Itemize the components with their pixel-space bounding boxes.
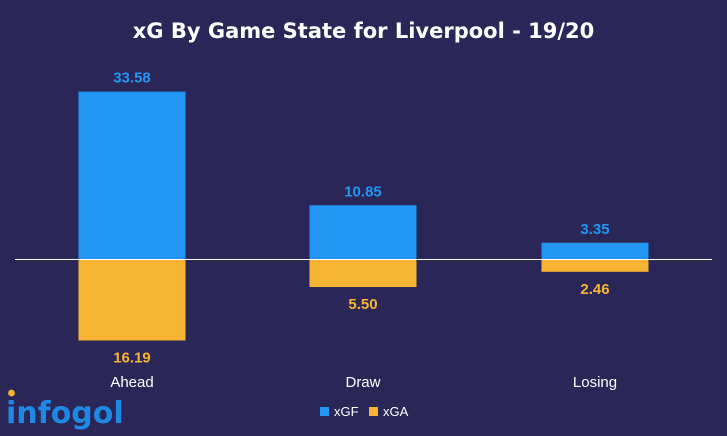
bar-xga-losing <box>541 259 649 272</box>
value-label-xga-draw: 5.50 <box>348 296 377 313</box>
logo-text: infogol <box>6 396 124 431</box>
bars-group <box>78 91 649 341</box>
legend: xGF xGA <box>320 404 409 419</box>
value-labels-group: 33.58 16.19 10.85 5.50 3.35 2.46 <box>113 70 609 367</box>
value-label-xga-ahead: 16.19 <box>113 349 151 366</box>
bar-xgf-ahead <box>78 91 186 260</box>
value-label-xgf-ahead: 33.58 <box>113 70 151 87</box>
category-label-losing: Losing <box>573 374 617 391</box>
category-labels-group: Ahead Draw Losing <box>110 374 617 391</box>
category-label-ahead: Ahead <box>110 374 153 391</box>
legend-label-xgf: xGF <box>334 404 359 419</box>
legend-swatch-xgf <box>320 407 329 416</box>
logo-dot-icon <box>8 389 15 397</box>
value-label-xgf-draw: 10.85 <box>344 183 382 200</box>
value-label-xga-losing: 2.46 <box>580 281 609 298</box>
logo-wordmark: infogol <box>6 396 124 431</box>
infogol-logo: infogol <box>6 389 124 431</box>
legend-label-xga: xGA <box>383 404 409 419</box>
category-label-draw: Draw <box>345 374 380 391</box>
bar-xgf-draw <box>309 205 417 260</box>
chart-title: xG By Game State for Liverpool - 19/20 <box>133 19 595 43</box>
legend-swatch-xga <box>369 407 378 416</box>
bar-xga-ahead <box>78 259 186 341</box>
value-label-xgf-losing: 3.35 <box>580 221 609 238</box>
bar-xgf-losing <box>541 242 649 260</box>
bar-xga-draw <box>309 259 417 287</box>
